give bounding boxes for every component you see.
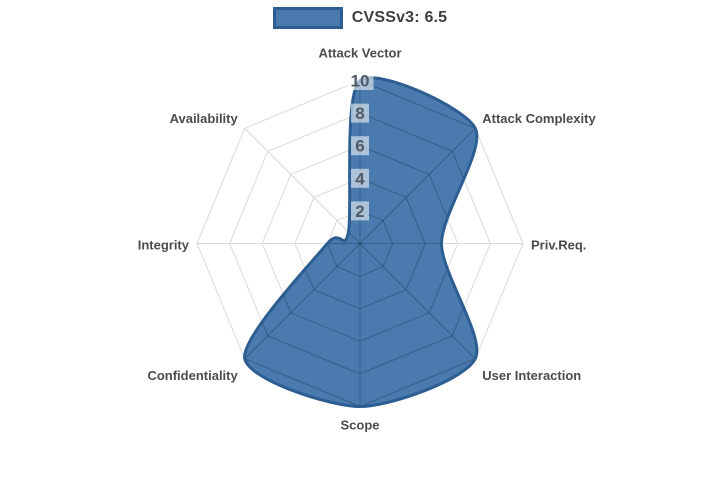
axis-label-scope: Scope [340, 418, 379, 433]
legend-label: CVSSv3: 6.5 [351, 9, 448, 26]
radar-series-border [243, 76, 479, 408]
radar-grid-inner-line [244, 243, 361, 360]
legend-item-cvss[interactable]: CVSSv3: 6.5 [272, 7, 448, 29]
radial-tick-label: 8 [355, 104, 364, 123]
radial-tick-backdrop [351, 168, 369, 188]
legend: CVSSv3: 6.5 [0, 7, 720, 29]
axis-label-attack-complexity: Attack Complexity [482, 111, 596, 126]
axis-label-availability: Availability [170, 111, 239, 126]
axis-label-confidentiality: Confidentiality [147, 368, 238, 383]
radar-series-polygon[interactable] [244, 77, 477, 407]
radial-tick-label: 2 [355, 202, 364, 221]
legend-swatch [272, 7, 343, 29]
axis-label-priv-req: Priv.Req. [531, 238, 586, 253]
radial-tick-label: 6 [355, 137, 364, 156]
axis-label-attack-vector: Attack Vector [318, 46, 401, 61]
radar-grid-inner-line [359, 127, 476, 244]
radar-grid-inner-line [359, 243, 476, 360]
radial-tick-label: 10 [351, 72, 370, 91]
radial-tick-backdrop [351, 103, 369, 123]
radial-tick-backdrop [351, 201, 369, 221]
axis-label-user-interaction: User Interaction [482, 368, 581, 383]
axis-label-integrity: Integrity [138, 238, 190, 253]
radial-tick-backdrop [351, 136, 369, 156]
radar-axis-line [244, 127, 361, 244]
radial-tick-backdrop [346, 71, 374, 90]
radial-tick-label: 4 [355, 169, 365, 188]
